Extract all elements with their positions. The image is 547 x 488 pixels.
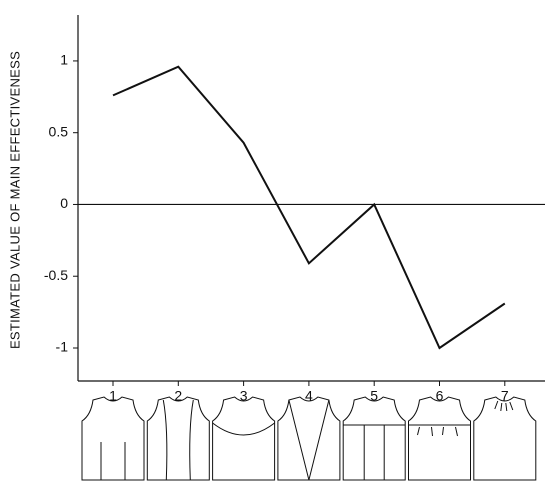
garment-detail: [163, 400, 193, 480]
garment-detail: [213, 423, 275, 435]
y-axis-label: ESTIMATED VALUE OF MAIN EFFECTIVENESS: [7, 51, 22, 349]
garment-detail: [101, 442, 125, 480]
garment-icon: [147, 397, 209, 480]
garment-detail: [289, 400, 329, 480]
y-tick-label: 0.5: [49, 123, 69, 139]
garment-detail: [409, 425, 471, 436]
garment-detail: [343, 425, 405, 480]
chart: ESTIMATED VALUE OF MAIN EFFECTIVENESS -1…: [0, 0, 547, 488]
garment-icon: [278, 397, 340, 480]
garment-icon: [474, 397, 536, 480]
y-tick-label: 1: [60, 52, 68, 68]
y-tick-label: -1: [56, 339, 69, 355]
data-line: [113, 67, 505, 348]
y-tick-label: -0.5: [44, 267, 68, 283]
y-tick-label: 0: [60, 195, 68, 211]
garment-icon: [343, 397, 405, 480]
garment-icon: [82, 397, 144, 480]
garment-icon: [213, 397, 275, 480]
garment-icon: [409, 397, 471, 480]
